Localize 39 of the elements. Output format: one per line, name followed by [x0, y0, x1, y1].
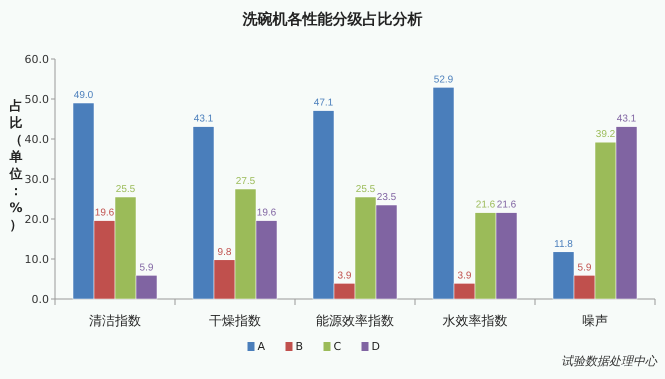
x-tick-label: 干燥指数 [209, 314, 261, 329]
text: 试验数据处理中心 [561, 354, 658, 368]
text: 21.6 [476, 200, 496, 211]
y-tick-label: 30.0 [24, 173, 49, 186]
chart-title: 洗碗机各性能分级占比分析 [242, 10, 422, 28]
text: 19.6 [256, 208, 276, 219]
text: 25.5 [116, 184, 136, 195]
text: 49.0 [74, 90, 94, 101]
legend-label: D [372, 340, 380, 353]
text: 11.8 [554, 238, 573, 250]
text: 5.9 [578, 262, 592, 274]
legend-label: C [334, 340, 342, 353]
y-tick-label: 10.0 [24, 253, 49, 266]
text: 39.2 [596, 129, 616, 140]
text: 47.1 [314, 98, 334, 109]
text: 5.9 [140, 262, 154, 274]
text: 9.8 [218, 246, 232, 258]
legend-label: B [296, 340, 304, 353]
text: 43.1 [194, 114, 214, 125]
text: 43.1 [616, 114, 636, 125]
y-tick-label: 60.0 [24, 53, 49, 66]
text: 21.6 [496, 200, 516, 211]
y-tick-label: 50.0 [24, 93, 49, 106]
text: 3.9 [338, 270, 352, 282]
x-tick-label: 水效率指数 [442, 313, 508, 329]
text: 19.6 [94, 208, 114, 219]
y-tick-label: 20.0 [24, 213, 49, 226]
text: 3.9 [458, 270, 472, 282]
y-tick-label: 0.0 [32, 293, 49, 306]
text: 23.5 [376, 192, 396, 203]
legend-label: A [258, 340, 266, 353]
y-axis-title: 占比（单位：%） [8, 99, 23, 233]
x-tick-label: 噪声 [582, 314, 608, 329]
y-tick-label: 40.0 [24, 133, 49, 146]
text: 52.9 [434, 74, 454, 86]
text: 27.5 [236, 176, 256, 187]
x-tick-label: 清洁指数 [89, 314, 141, 329]
text: 25.5 [356, 184, 376, 195]
x-tick-label: 能源效率指数 [316, 313, 394, 329]
